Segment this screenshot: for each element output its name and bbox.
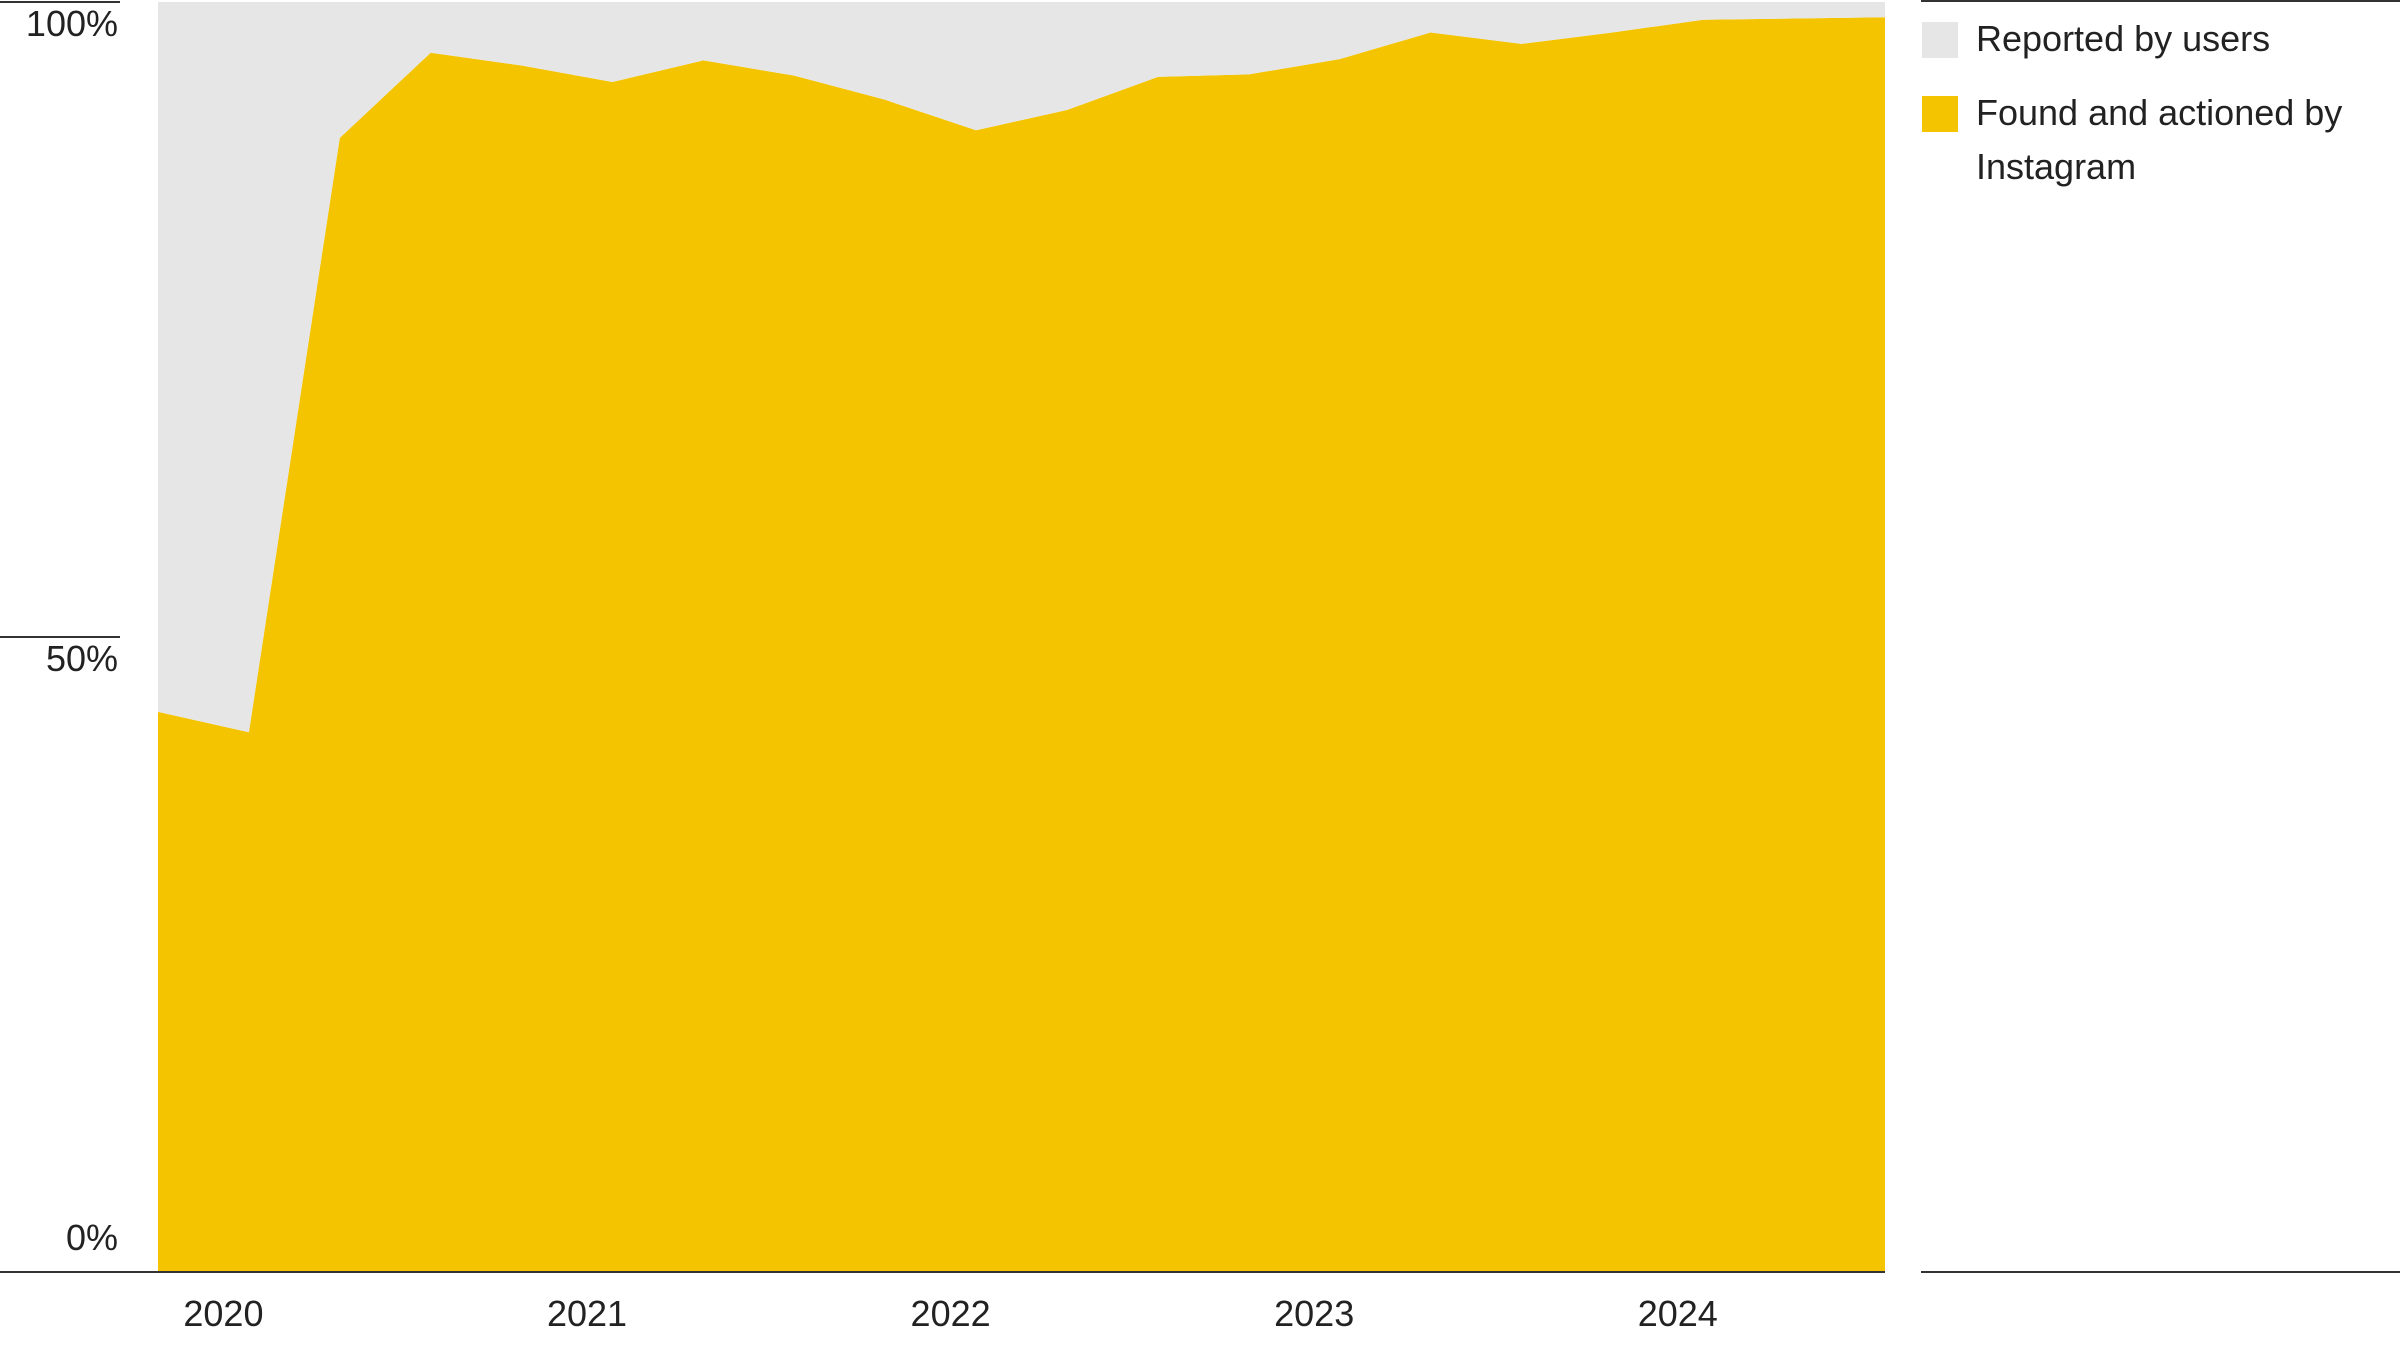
legend-swatch	[1922, 22, 1958, 58]
legend-item: Found and actioned by Instagram	[1922, 92, 2382, 194]
x-tick-label: 2022	[911, 1293, 991, 1334]
y-tick-label: 50%	[46, 638, 118, 679]
y-tick-label: 100%	[26, 3, 118, 44]
legend: Reported by users Found and actioned by I…	[1922, 18, 2382, 220]
x-tick-label: 2024	[1638, 1293, 1718, 1334]
legend-label: Found and actioned by Instagram	[1976, 92, 2343, 187]
legend-item: Reported by users	[1922, 18, 2382, 66]
x-tick-label: 2020	[183, 1293, 263, 1334]
legend-swatch	[1922, 96, 1958, 132]
area	[158, 2, 1885, 733]
legend-label: Reported by users	[1976, 18, 2271, 59]
y-tick-label: 0%	[66, 1217, 118, 1258]
x-tick-label: 2023	[1274, 1293, 1354, 1334]
x-tick-label: 2021	[547, 1293, 627, 1334]
area	[158, 17, 1885, 1273]
